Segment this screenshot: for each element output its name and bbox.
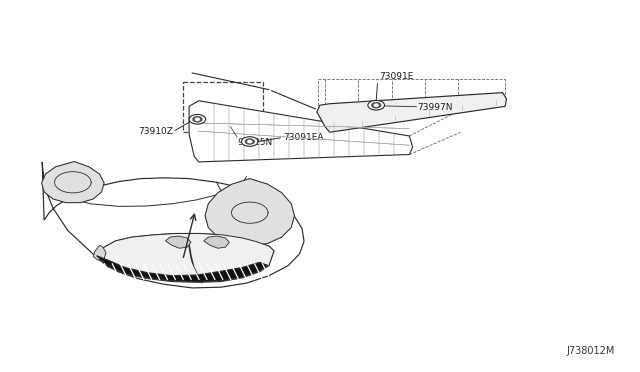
Polygon shape — [166, 236, 191, 248]
Polygon shape — [97, 256, 268, 282]
Text: 73997N: 73997N — [418, 103, 453, 112]
Polygon shape — [317, 93, 506, 132]
Circle shape — [189, 115, 205, 124]
Circle shape — [372, 103, 381, 108]
Circle shape — [241, 137, 258, 146]
Circle shape — [248, 140, 252, 142]
FancyBboxPatch shape — [182, 82, 262, 132]
Polygon shape — [42, 161, 104, 203]
Text: J738012M: J738012M — [566, 346, 615, 356]
Circle shape — [195, 118, 199, 121]
Circle shape — [368, 100, 385, 110]
Polygon shape — [95, 234, 274, 282]
Text: 73910Z: 73910Z — [138, 126, 173, 136]
Polygon shape — [42, 162, 304, 288]
Polygon shape — [205, 179, 294, 246]
Text: 73091EA: 73091EA — [283, 132, 323, 142]
Text: 73091E: 73091E — [380, 72, 414, 81]
Polygon shape — [189, 101, 413, 162]
Circle shape — [193, 117, 202, 122]
Polygon shape — [93, 245, 106, 260]
Text: 96425N: 96425N — [237, 138, 272, 147]
Circle shape — [245, 139, 254, 144]
Circle shape — [374, 104, 378, 106]
Polygon shape — [204, 236, 229, 248]
